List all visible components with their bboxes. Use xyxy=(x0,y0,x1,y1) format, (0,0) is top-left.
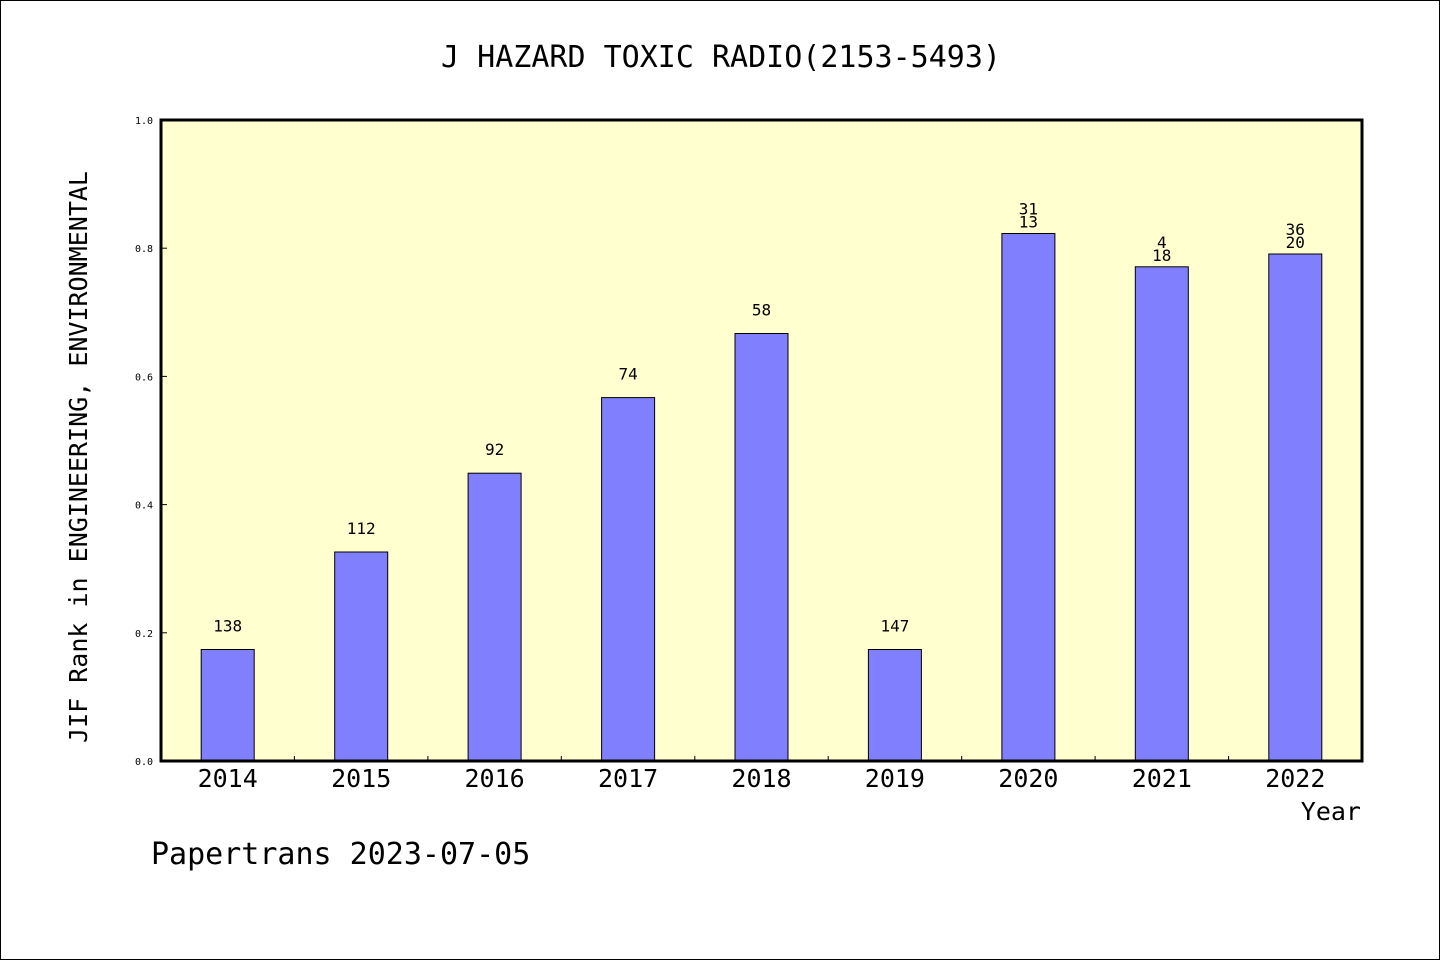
y-tick-label-0.8: 0.8 xyxy=(135,244,153,255)
bar-2014 xyxy=(200,649,255,762)
data-label-2014: 138 xyxy=(213,617,242,636)
data-label-2022: 20 xyxy=(1286,233,1305,252)
ticks-group: 2014 2015 2016 2017 2018 2019 2020 2021 20220.00… xyxy=(135,116,1325,793)
y-tick-label-0.4: 0.4 xyxy=(135,501,153,512)
data-label-2016: 92 xyxy=(485,440,504,459)
y-tick-label-0.6: 0.6 xyxy=(135,372,153,383)
x-tick-label-2015: 2015 xyxy=(331,764,391,793)
data-label-upper-2022: 36 xyxy=(1286,220,1305,239)
data-label-2021: 18 xyxy=(1152,246,1171,265)
y-tick-label-0.0: 0.0 xyxy=(135,757,153,768)
data-label-2017: 74 xyxy=(618,365,637,384)
x-tick-label-2022: 2022 xyxy=(1265,764,1325,793)
x-tick-label-2020: 2020 xyxy=(998,764,1058,793)
x-tick-label-2019: 2019 xyxy=(865,764,925,793)
data-label-2020: 13 xyxy=(1019,213,1038,232)
bar-2017 xyxy=(601,397,656,762)
bar-2019 xyxy=(867,649,922,762)
x-axis-label: Year xyxy=(1301,797,1361,826)
bar-2022 xyxy=(1268,253,1323,762)
footer-text: Papertrans 2023-07-05 xyxy=(151,837,530,872)
bar-2018 xyxy=(734,333,789,762)
x-tick-label-2017: 2017 xyxy=(598,764,658,793)
chart-title: J HAZARD TOXIC RADIO(2153-5493) xyxy=(441,40,1001,75)
data-label-2015: 112 xyxy=(347,519,376,538)
x-tick-label-2018: 2018 xyxy=(731,764,791,793)
data-label-2019: 147 xyxy=(880,617,909,636)
y-tick-label-1.0: 1.0 xyxy=(135,116,153,127)
y-axis-label: JIF Rank in ENGINEERING, ENVIRONMENTAL xyxy=(64,171,93,743)
data-label-upper-2021: 4 xyxy=(1157,233,1167,252)
data-label-upper-2020: 31 xyxy=(1019,200,1038,219)
bar-2021 xyxy=(1134,266,1189,762)
plot-border xyxy=(159,118,1364,763)
bar-2016 xyxy=(467,472,522,762)
bar-2015 xyxy=(334,551,389,762)
x-tick-label-2014: 2014 xyxy=(198,764,258,793)
x-tick-label-2016: 2016 xyxy=(464,764,524,793)
y-tick-label-0.2: 0.2 xyxy=(135,629,153,640)
x-tick-label-2021: 2021 xyxy=(1132,764,1192,793)
data-label-2018: 58 xyxy=(752,301,771,320)
bar-2020 xyxy=(1001,233,1056,762)
